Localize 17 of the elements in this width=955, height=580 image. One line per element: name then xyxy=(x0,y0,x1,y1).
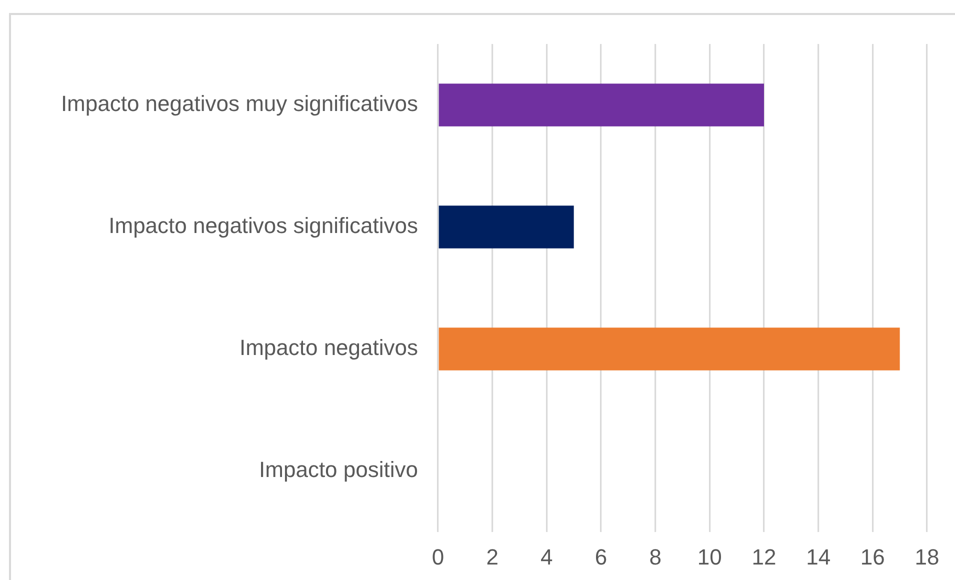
y-tick-label: Impacto positivo xyxy=(259,457,418,482)
bar xyxy=(438,206,574,248)
x-tick-label: 12 xyxy=(752,544,776,570)
bar xyxy=(438,84,764,126)
x-tick-label: 16 xyxy=(860,544,885,570)
x-tick-label: 4 xyxy=(540,544,553,570)
y-tick-label: Impacto negativos significativos xyxy=(108,213,418,238)
bar xyxy=(438,328,900,370)
x-tick-label: 2 xyxy=(486,544,498,570)
x-tick-label: 18 xyxy=(914,544,940,570)
x-tick-label: 8 xyxy=(649,544,662,570)
x-tick-label: 6 xyxy=(594,544,608,570)
y-tick-label: Impacto negativos muy significativos xyxy=(60,91,418,116)
y-tick-label: Impacto negativos xyxy=(239,335,418,360)
x-tick-label: 0 xyxy=(432,544,444,570)
x-tick-label: 14 xyxy=(806,544,831,570)
x-tick-label: 10 xyxy=(697,544,722,570)
